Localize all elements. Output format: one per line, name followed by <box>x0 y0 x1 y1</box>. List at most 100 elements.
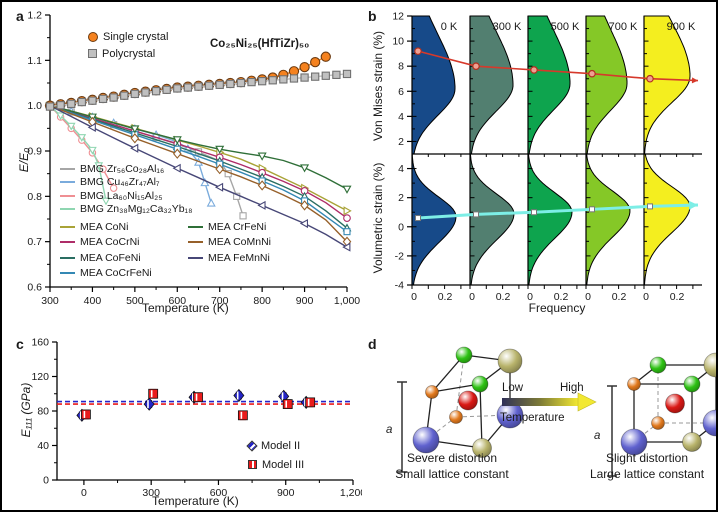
line-swatch-icon <box>60 194 75 197</box>
line-swatch-icon <box>60 181 75 184</box>
svg-text:2: 2 <box>398 192 404 204</box>
right-cube-caption: Slight distortion Large lattice constant <box>574 450 716 482</box>
legend-label: Model III <box>262 458 305 471</box>
panel-c-ylabel: E₁₁₁ (GPa) <box>19 382 33 438</box>
panel-b-xlabel: Frequency <box>528 301 586 315</box>
temp-arrow-temperature-label: Temperature <box>500 412 565 424</box>
svg-text:0.2: 0.2 <box>670 291 685 303</box>
line-swatch-icon <box>60 208 75 211</box>
svg-text:0: 0 <box>81 487 87 499</box>
legend-item-mea-comnni: MEA CoMnNi <box>188 235 271 251</box>
svg-text:900 K: 900 K <box>667 21 696 33</box>
legend-label: BMG Zn₃₈Mg₁₂Ca₃₂Yb₁₈ <box>80 203 193 216</box>
red-atom <box>458 390 478 411</box>
blue-atom <box>412 426 440 454</box>
svg-text:1.1: 1.1 <box>27 55 42 67</box>
legend-item-polycrystal: Polycrystal <box>88 45 168 62</box>
panel-c-axes: 0 40 80 120 160 0 300 600 900 1,200 <box>31 337 362 500</box>
circle-marker-icon <box>88 31 98 42</box>
svg-text:-2: -2 <box>395 250 404 262</box>
svg-text:300: 300 <box>142 487 160 499</box>
orange-atom <box>425 385 439 399</box>
line-swatch-icon <box>60 272 75 275</box>
legend-label: MEA CoCrNi <box>80 236 140 249</box>
svg-text:0: 0 <box>469 291 475 303</box>
mean-trend-line <box>415 200 699 222</box>
svg-text:0.2: 0.2 <box>438 291 453 303</box>
svg-text:900: 900 <box>277 487 295 499</box>
orange-atom <box>627 377 641 391</box>
panel-b-letter: b <box>368 8 377 24</box>
svg-text:0: 0 <box>411 291 417 303</box>
khaki-atom <box>703 352 716 378</box>
svg-text:500: 500 <box>126 295 144 307</box>
violin-column-0K: 0 0.2 0 K <box>411 15 462 303</box>
panel-a-letter: a <box>16 8 24 24</box>
khaki-atom <box>472 438 492 458</box>
violin-column-900K: 0 0.2 900 K <box>643 15 696 303</box>
khaki-atom <box>497 348 523 374</box>
series-model-iii <box>81 388 316 421</box>
svg-text:700: 700 <box>211 295 229 307</box>
line-swatch-icon <box>188 256 203 259</box>
panel-c-chart: 0 40 80 120 160 0 300 600 900 1,200 <box>31 337 362 500</box>
lattice-constant-a-right: a <box>594 430 601 442</box>
left-unit-cell <box>412 346 524 458</box>
svg-text:1.2: 1.2 <box>27 10 42 22</box>
svg-text:400: 400 <box>84 295 102 307</box>
panel-b-chart: 0 0.2 0 K 0 0.2 300 K 0 0.2 500 K 0 0.2 700 K 0 0.2 90… <box>392 11 702 303</box>
svg-text:12: 12 <box>392 11 404 23</box>
legend-label: BMG La₆₀Ni₁₅Al₂₅ <box>80 189 163 202</box>
right-unit-cell <box>620 352 716 456</box>
svg-text:300 K: 300 K <box>493 21 522 33</box>
legend-item-mea-coni: MEA CoNi <box>60 219 152 235</box>
legend-item-bmg-la₆₀ni₁₅al₂₅: BMG La₆₀Ni₁₅Al₂₅ <box>60 189 192 203</box>
panel-a-legend-bmg: BMG Zr₅₆Co₂₈Al₁₆ BMG Cu₄₆Zr₄₇Al₇ BMG La₆₀N… <box>60 162 192 216</box>
temp-arrow-low-label: Low <box>502 382 524 394</box>
svg-text:2: 2 <box>398 136 404 148</box>
svg-text:0.2: 0.2 <box>496 291 511 303</box>
svg-text:0.8: 0.8 <box>27 191 42 203</box>
panel-b-axes: 2 4 6 8 10 12 -4 -2 0 2 4 <box>392 11 702 292</box>
legend-item-model-iii: Model III <box>248 455 304 474</box>
svg-text:4: 4 <box>398 163 404 175</box>
svg-text:700 K: 700 K <box>609 21 638 33</box>
legend-item-mea-cofeni: MEA CoFeNi <box>60 250 152 266</box>
legend-label: MEA CoMnNi <box>208 236 272 249</box>
violin-column-300K: 0 0.2 300 K <box>469 15 522 303</box>
line-swatch-icon <box>60 256 75 259</box>
blue-atom <box>620 428 648 456</box>
panel-a-axes: 0.6 0.7 0.8 0.9 1.0 1.1 1.2 300 400 500 600 700 800 9… <box>27 10 360 308</box>
legend-label: Model II <box>261 439 301 452</box>
svg-text:4: 4 <box>398 111 404 123</box>
left-cube-caption: Severe distortion Small lattice constant <box>370 450 534 482</box>
red-atom <box>665 393 685 414</box>
svg-text:0.9: 0.9 <box>27 146 42 158</box>
orange-atom <box>651 416 665 430</box>
series-polycrystal <box>45 69 352 111</box>
violin-column-500K: 0 0.2 500 K <box>527 15 580 303</box>
svg-text:160: 160 <box>31 337 49 349</box>
green-atom <box>471 375 489 393</box>
svg-text:800: 800 <box>253 295 271 307</box>
series-mea-crfeni <box>45 102 352 194</box>
legend-label: MEA FeMnNi <box>208 251 270 264</box>
temp-arrow-high-label: High <box>560 382 584 394</box>
right-cube-caption-line2: Large lattice constant <box>589 467 705 481</box>
legend-item-mea-cocrfeni: MEA CoCrFeNi <box>60 266 152 282</box>
svg-text:0 K: 0 K <box>441 21 458 33</box>
svg-text:0.7: 0.7 <box>27 236 42 248</box>
legend-item-bmg-cu₄₆zr₄₇al₇: BMG Cu₄₆Zr₄₇Al₇ <box>60 176 192 190</box>
right-cube-caption-line1: Slight distortion <box>605 451 689 465</box>
panel-a-annotation: Co₂₅Ni₂₅(HfTiZr)₅₀ <box>210 38 310 50</box>
panel-c-letter: c <box>16 336 24 352</box>
left-cube-caption-line1: Severe distortion <box>406 451 498 465</box>
svg-text:1.0: 1.0 <box>27 100 42 112</box>
svg-text:0.6: 0.6 <box>27 282 42 294</box>
orange-atom <box>449 410 463 424</box>
square-marker-icon <box>248 460 257 469</box>
legend-label: MEA CrFeNi <box>208 220 267 233</box>
svg-text:0: 0 <box>527 291 533 303</box>
svg-text:-4: -4 <box>395 280 404 292</box>
